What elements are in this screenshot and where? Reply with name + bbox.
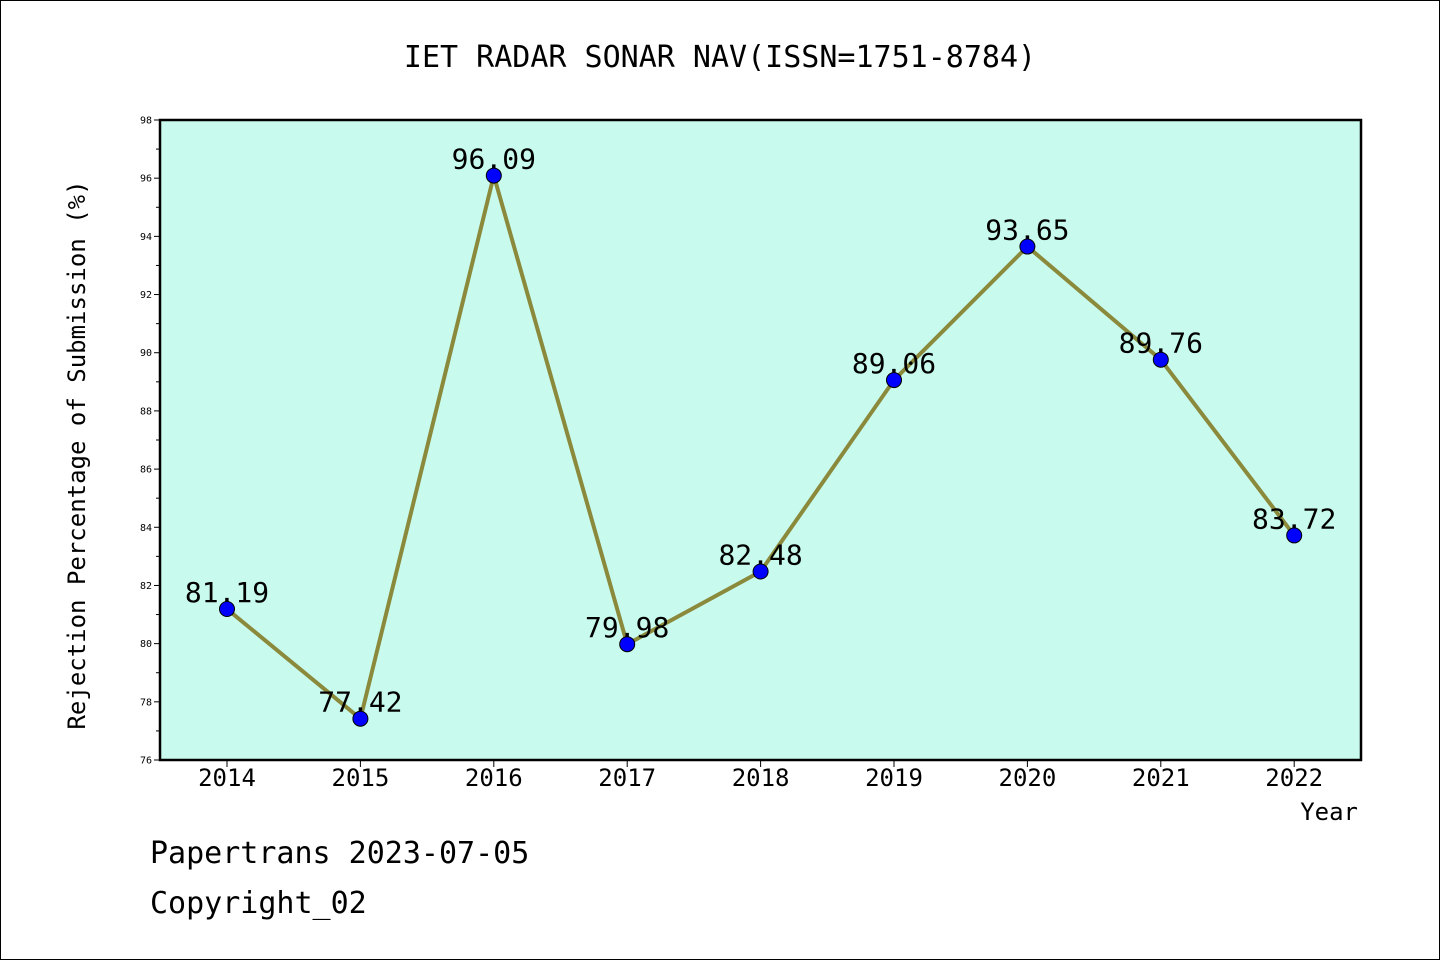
data-point [619,636,636,653]
data-point [352,710,369,727]
data-point [1152,351,1169,368]
x-tick-label: 2022 [1265,764,1323,792]
y-tick-label: 88 [140,406,152,417]
y-tick-label: 98 [140,116,152,127]
x-tick-label: 2016 [465,764,523,792]
x-tick-label: 2018 [732,764,790,792]
data-label: 83.72 [1252,502,1336,535]
data-label: 89.06 [852,347,936,380]
plot-area [158,118,1363,762]
x-tick-label: 2020 [999,764,1057,792]
data-point [1286,527,1303,544]
y-tick-label: 80 [140,639,152,650]
footer-copyright: Copyright_02 [150,886,367,921]
y-tick-label: 96 [140,174,152,185]
data-label: 77.42 [318,686,402,719]
x-axis-label: Year [1300,798,1358,826]
data-point [219,601,235,618]
x-tick-label: 2021 [1132,764,1190,792]
y-tick-label: 94 [140,232,152,243]
y-tick-label: 76 [140,756,152,767]
y-tick-label: 86 [140,465,152,476]
footer-date: Papertrans 2023-07-05 [150,836,530,871]
data-label: 93.65 [985,214,1069,247]
data-label: 82.48 [718,538,802,571]
y-tick-label: 92 [140,290,152,301]
data-point [752,563,769,580]
data-label: 81.19 [185,576,269,609]
x-tick-label: 2019 [865,764,923,792]
data-label: 96.09 [452,143,536,176]
y-tick-label: 90 [140,348,152,359]
data-point [1019,238,1036,255]
data-point [886,372,902,389]
y-axis-label: Rejection Percentage of Submission (%) [63,180,91,729]
x-tick-label: 2015 [332,764,390,792]
data-label: 89.76 [1119,327,1203,360]
data-label: 79.98 [585,611,669,644]
chart-title: IET RADAR SONAR NAV(ISSN=1751-8784) [404,40,1036,75]
x-tick-label: 2017 [598,764,656,792]
y-tick-label: 84 [140,523,152,534]
y-tick-label: 82 [140,581,152,592]
data-point [485,167,502,184]
x-tick-label: 2014 [198,764,256,792]
y-tick-label: 78 [140,697,152,708]
